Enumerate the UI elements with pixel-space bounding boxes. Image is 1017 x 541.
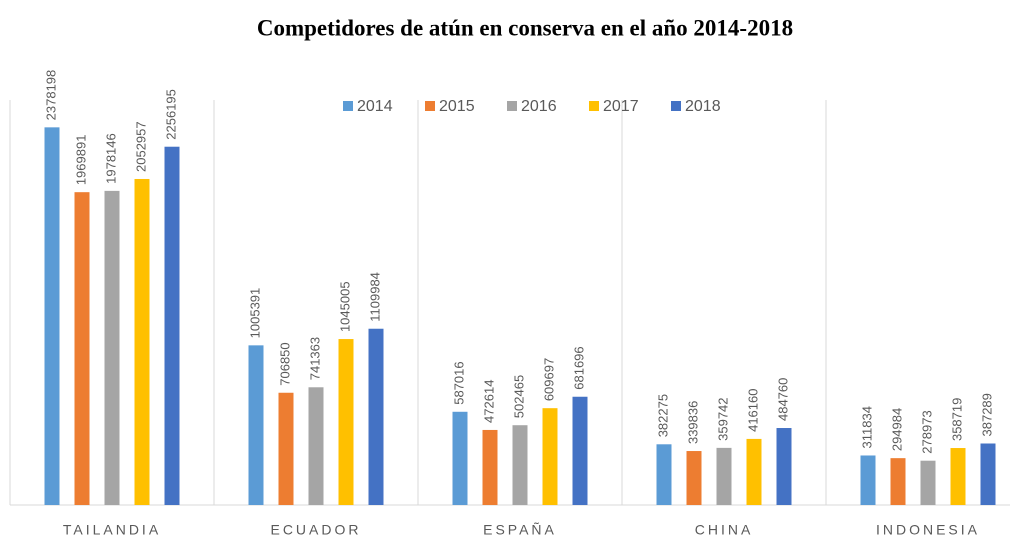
value-label: 587016 — [451, 361, 466, 404]
value-label: 706850 — [277, 342, 292, 385]
bar — [950, 448, 966, 505]
bar — [776, 428, 792, 505]
value-label: 416160 — [745, 389, 760, 432]
value-label: 387289 — [979, 393, 994, 436]
bar — [74, 192, 90, 505]
bar — [338, 339, 354, 505]
legend-swatch — [425, 101, 435, 111]
value-label: 294984 — [889, 408, 904, 451]
value-label: 1045005 — [337, 281, 352, 332]
value-label: 339836 — [685, 401, 700, 444]
bar — [368, 328, 384, 505]
bar — [920, 460, 936, 505]
value-label: 358719 — [949, 398, 964, 441]
bar — [716, 447, 732, 505]
value-label: 681696 — [571, 346, 586, 389]
legend-swatch — [343, 101, 353, 111]
value-label: 484760 — [775, 378, 790, 421]
legend-label: 2015 — [439, 98, 475, 115]
bar — [656, 444, 672, 505]
bar — [512, 425, 528, 505]
legend-label: 2018 — [685, 98, 721, 115]
value-label: 609697 — [541, 358, 556, 401]
bar — [164, 146, 180, 505]
x-tick-label: INDONESIA — [876, 522, 980, 538]
bar — [746, 438, 762, 505]
x-tick-label: CHINA — [695, 522, 754, 538]
value-label: 1109984 — [367, 272, 382, 322]
x-tick-label: ECUADOR — [270, 522, 361, 538]
value-label: 311834 — [859, 406, 874, 448]
legend-swatch — [507, 101, 517, 111]
legend-label: 2016 — [521, 98, 557, 115]
value-label: 472614 — [481, 380, 496, 423]
chart-title: Competidores de atún en conserva en el a… — [257, 15, 793, 40]
x-tick-label: TAILANDIA — [63, 522, 161, 538]
bar — [452, 411, 468, 505]
value-label: 502465 — [511, 375, 526, 418]
bar — [860, 455, 876, 505]
legend-swatch — [589, 101, 599, 111]
bar — [278, 392, 294, 505]
value-label: 359742 — [715, 397, 730, 440]
value-label: 1005391 — [247, 288, 262, 339]
value-label: 2378198 — [43, 70, 58, 121]
legend-label: 2014 — [357, 98, 393, 115]
bar — [572, 396, 588, 505]
bar — [980, 443, 996, 505]
legend-swatch — [671, 101, 681, 111]
value-label: 1969891 — [73, 135, 88, 186]
bar — [542, 408, 558, 505]
bar — [44, 127, 60, 505]
value-label: 1978146 — [103, 133, 118, 184]
value-label: 278973 — [919, 410, 934, 453]
x-tick-label: ESPAÑA — [483, 522, 557, 538]
bar — [134, 178, 150, 506]
value-label: 2052957 — [133, 121, 148, 172]
value-label: 2256195 — [163, 89, 178, 140]
bar — [890, 458, 906, 505]
bar — [104, 190, 120, 505]
bar — [482, 429, 498, 505]
bar — [686, 451, 702, 505]
bar — [308, 387, 324, 505]
bar — [248, 345, 264, 505]
legend-label: 2017 — [603, 98, 639, 115]
value-label: 382275 — [655, 394, 670, 437]
value-label: 741363 — [307, 337, 322, 380]
